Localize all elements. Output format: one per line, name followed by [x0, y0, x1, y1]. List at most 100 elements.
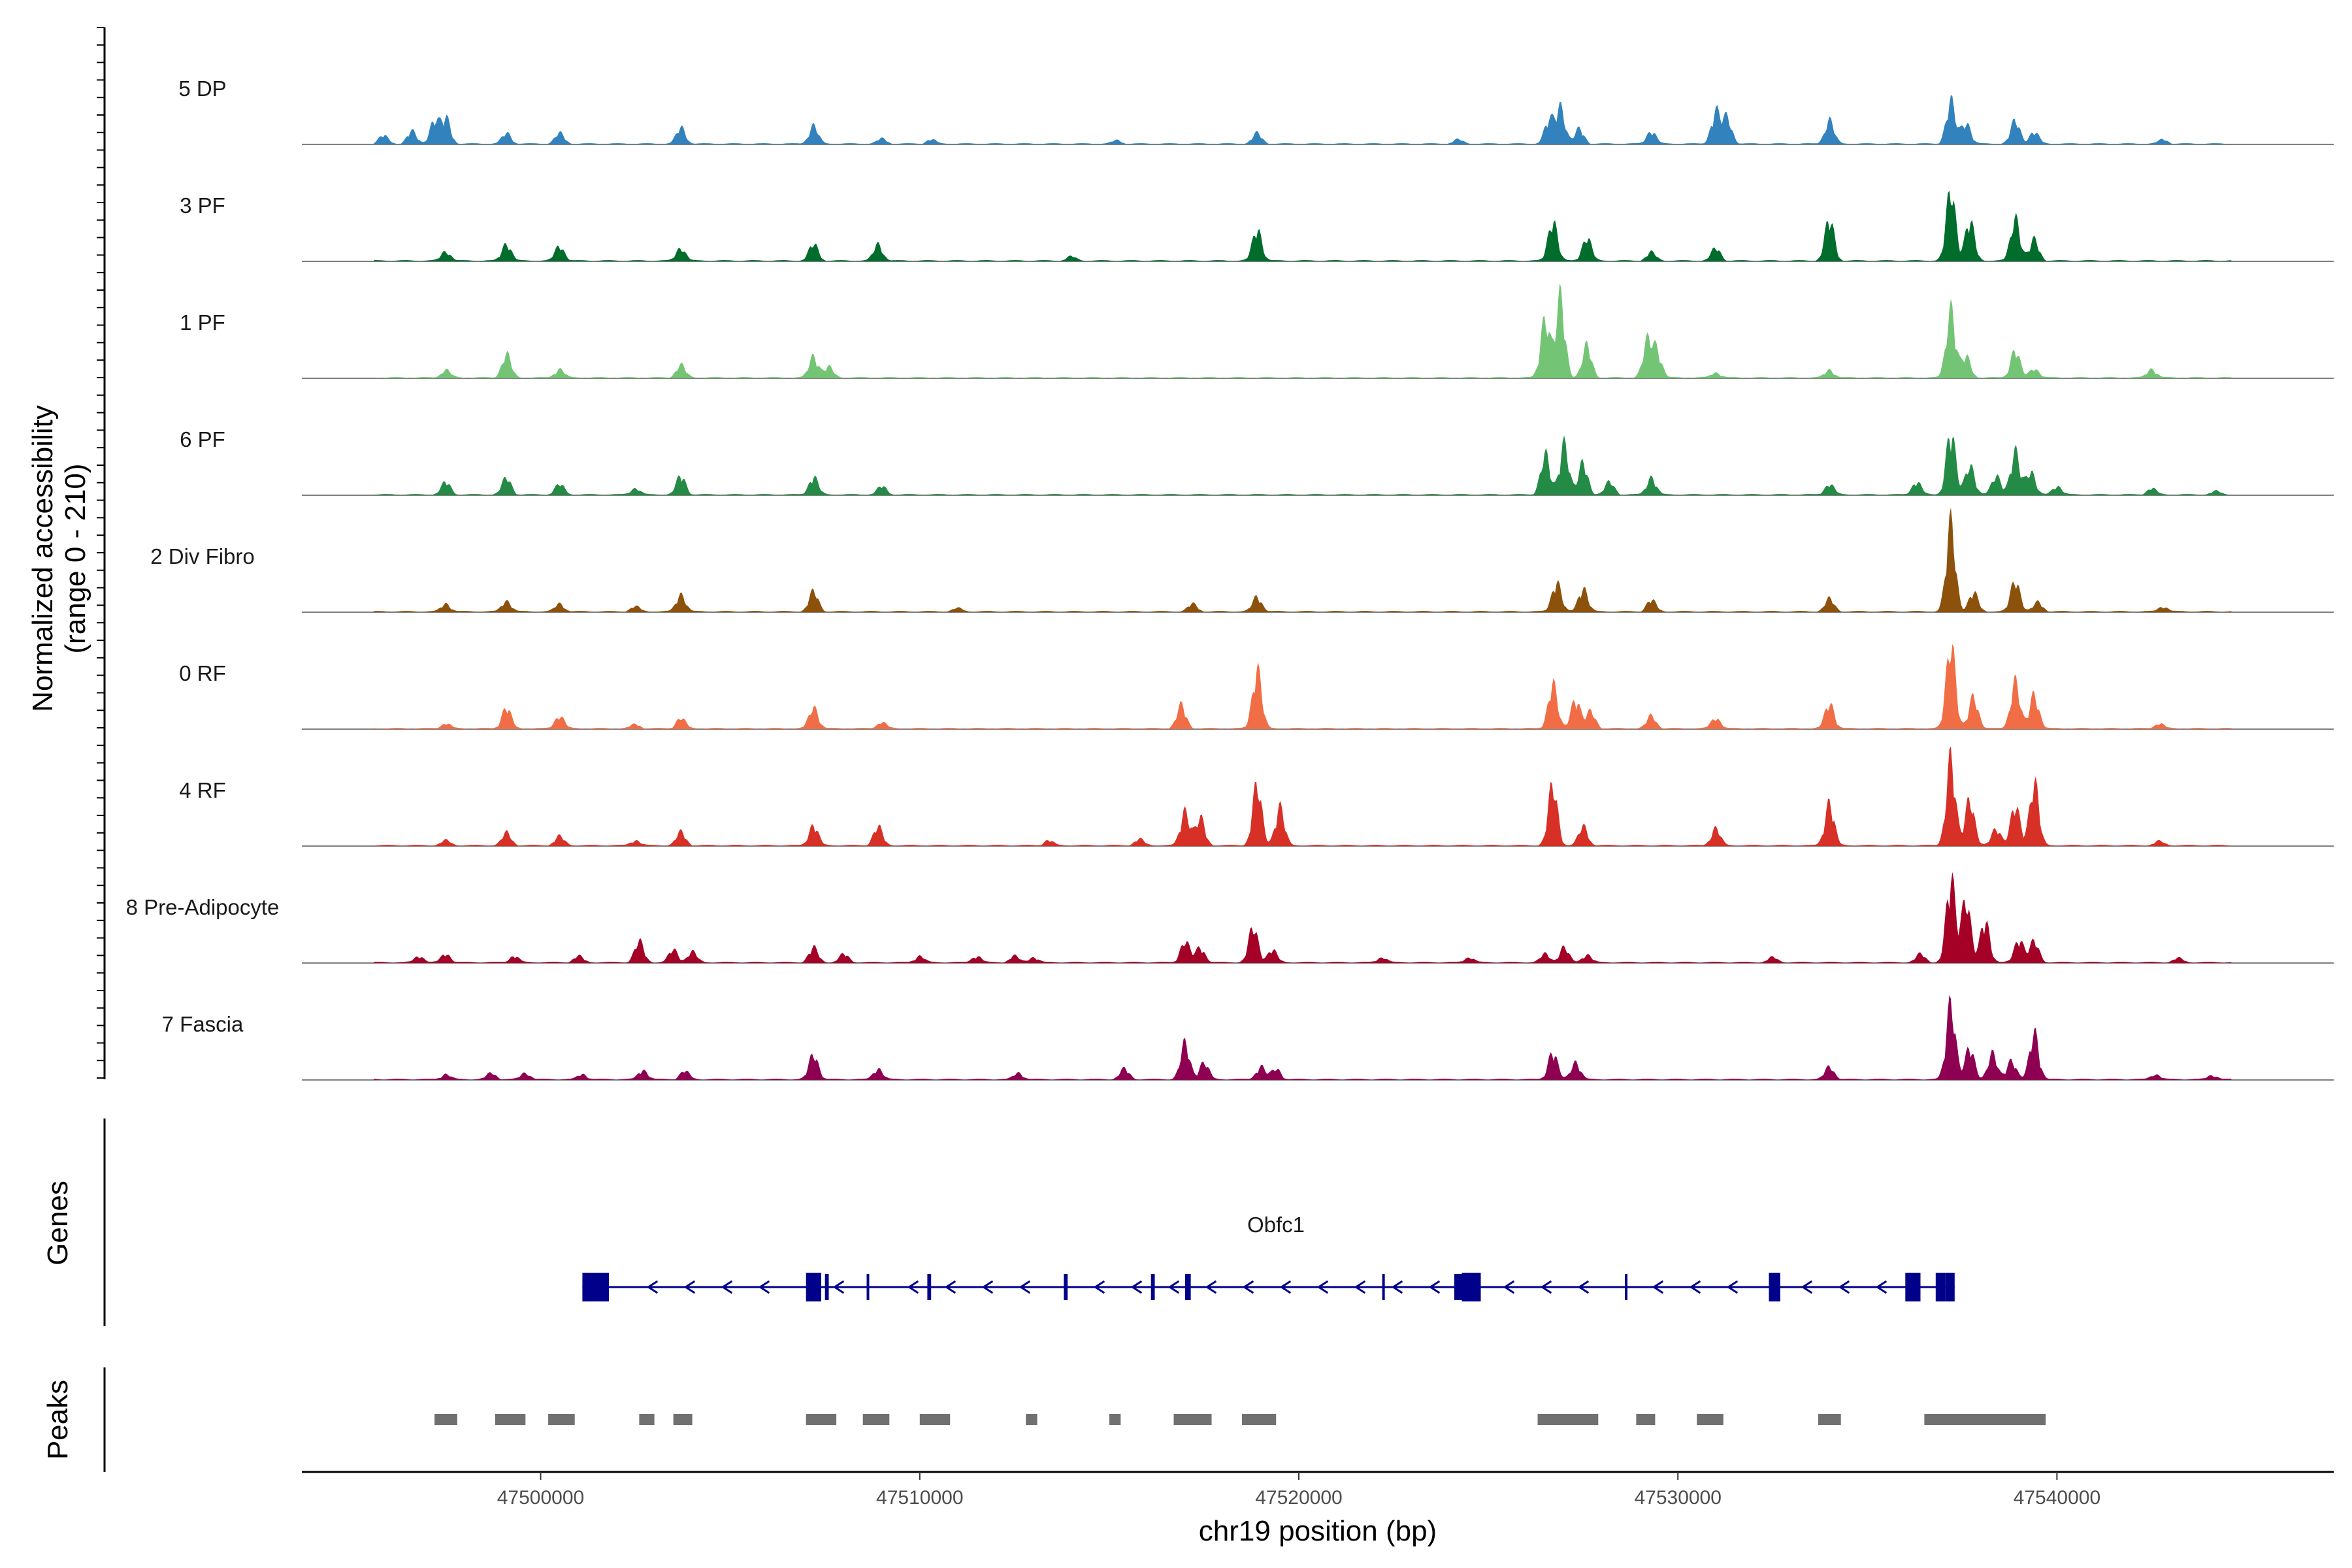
genes-panel-title: Genes — [42, 1181, 74, 1266]
strand-arrow — [1242, 1280, 1254, 1294]
peak-region — [1173, 1414, 1212, 1425]
track-label: 3 PF — [180, 193, 225, 218]
track-label: 7 Fascia — [162, 1012, 244, 1036]
coverage-track: 8 Pre-Adipocyte — [126, 872, 2334, 964]
coverage-area — [374, 872, 2232, 963]
peak-region — [548, 1414, 575, 1425]
exon — [1382, 1274, 1385, 1300]
strand-arrow — [1428, 1280, 1441, 1294]
strand-arrow — [981, 1280, 994, 1294]
coverage-track: 2 Div Fibro — [150, 508, 2334, 613]
coverage-track: 3 PF — [180, 190, 2334, 262]
strand-arrow — [683, 1280, 696, 1294]
strand-arrow — [1391, 1280, 1403, 1294]
track-label: 0 RF — [179, 661, 226, 685]
exon — [1462, 1273, 1481, 1301]
peak-regions — [434, 1414, 2046, 1425]
y-axis-title-line1: Normalized accessibility — [27, 405, 59, 711]
strand-arrow — [1205, 1280, 1217, 1294]
coverage-area — [374, 644, 2232, 729]
strand-arrow — [1726, 1280, 1739, 1294]
peak-region — [1636, 1414, 1656, 1425]
strand-arrow — [1652, 1280, 1664, 1294]
coverage-area — [374, 95, 2232, 144]
strand-arrow — [1838, 1280, 1850, 1294]
exon — [1454, 1274, 1462, 1300]
x-tick-label: 47540000 — [2014, 1487, 2100, 1509]
coverage-tracks: 5 DP 3 PF 1 PF 6 PF 2 Div Fibro 0 RF 4 RF 8 Pre… — [126, 76, 2334, 1081]
exon — [927, 1274, 932, 1300]
exon — [806, 1273, 821, 1301]
strand-arrow — [1093, 1280, 1105, 1294]
strand-arrow — [1503, 1280, 1515, 1294]
strand-arrow — [1279, 1280, 1292, 1294]
peak-region — [806, 1414, 837, 1425]
x-tick-label: 47530000 — [1634, 1487, 1721, 1509]
peak-region — [434, 1414, 457, 1425]
strand-arrow — [907, 1280, 919, 1294]
coverage-area — [374, 746, 2232, 846]
peak-region — [1697, 1414, 1723, 1425]
coverage-area — [374, 995, 2232, 1080]
coverage-track: 7 Fascia — [162, 995, 2334, 1081]
strand-arrow — [1577, 1280, 1590, 1294]
y-axis-title-line2: (range 0 - 210) — [59, 463, 91, 653]
peak-region — [1818, 1414, 1841, 1425]
peak-region — [1242, 1414, 1277, 1425]
peak-region — [1924, 1414, 2046, 1425]
x-tick-label: 47510000 — [876, 1487, 963, 1509]
exon — [1151, 1274, 1155, 1300]
x-tick-label: 47500000 — [497, 1487, 584, 1509]
strand-arrow — [1316, 1280, 1329, 1294]
coverage-track: 6 PF — [180, 427, 2334, 496]
gene-name-label: Obfc1 — [1247, 1213, 1305, 1237]
strand-arrow — [721, 1280, 733, 1294]
strand-arrow — [1019, 1280, 1031, 1294]
x-tick-label: 47520000 — [1255, 1487, 1342, 1509]
track-label: 8 Pre-Adipocyte — [126, 895, 280, 919]
strand-arrow — [758, 1280, 770, 1294]
peak-region — [1109, 1414, 1121, 1425]
peak-region — [673, 1414, 693, 1425]
strand-arrow — [832, 1280, 845, 1294]
strand-arrow — [1689, 1280, 1701, 1294]
coverage-area — [374, 508, 2232, 612]
coverage-track: 0 RF — [179, 644, 2334, 730]
peak-region — [639, 1414, 655, 1425]
exon — [1905, 1273, 1921, 1301]
strand-arrow — [944, 1280, 956, 1294]
strand-arrow — [1801, 1280, 1813, 1294]
track-label: 6 PF — [180, 427, 225, 451]
strand-arrow — [1540, 1280, 1552, 1294]
exon — [1769, 1273, 1780, 1301]
track-label: 1 PF — [180, 310, 225, 335]
strand-arrow — [1168, 1280, 1180, 1294]
exon — [1625, 1274, 1627, 1300]
peak-region — [1026, 1414, 1037, 1425]
track-label: 2 Div Fibro — [150, 544, 255, 568]
coverage-y-ticks — [97, 27, 105, 1079]
exon — [1064, 1274, 1068, 1300]
peak-region — [919, 1414, 951, 1425]
coverage-area — [374, 435, 2232, 495]
gene-model — [582, 1273, 1955, 1301]
x-axis-title: chr19 position (bp) — [1199, 1515, 1437, 1547]
exon — [582, 1273, 609, 1301]
exon — [1184, 1274, 1191, 1300]
peak-region — [495, 1414, 526, 1425]
coverage-track: 1 PF — [180, 284, 2334, 379]
coverage-area — [374, 190, 2232, 261]
track-label: 5 DP — [178, 76, 226, 101]
track-label: 4 RF — [179, 778, 226, 802]
strand-arrow — [1875, 1280, 1887, 1294]
coverage-area — [374, 284, 2232, 378]
peak-region — [862, 1414, 890, 1425]
strand-arrow — [646, 1280, 659, 1294]
peak-region — [1537, 1414, 1599, 1425]
coverage-track: 4 RF — [179, 746, 2334, 847]
peaks-panel-title: Peaks — [42, 1380, 74, 1460]
x-axis-ticks: 47500000 47510000 47520000 47530000 47540000 — [497, 1472, 2100, 1509]
exon — [1945, 1273, 1955, 1301]
exon — [866, 1274, 870, 1300]
